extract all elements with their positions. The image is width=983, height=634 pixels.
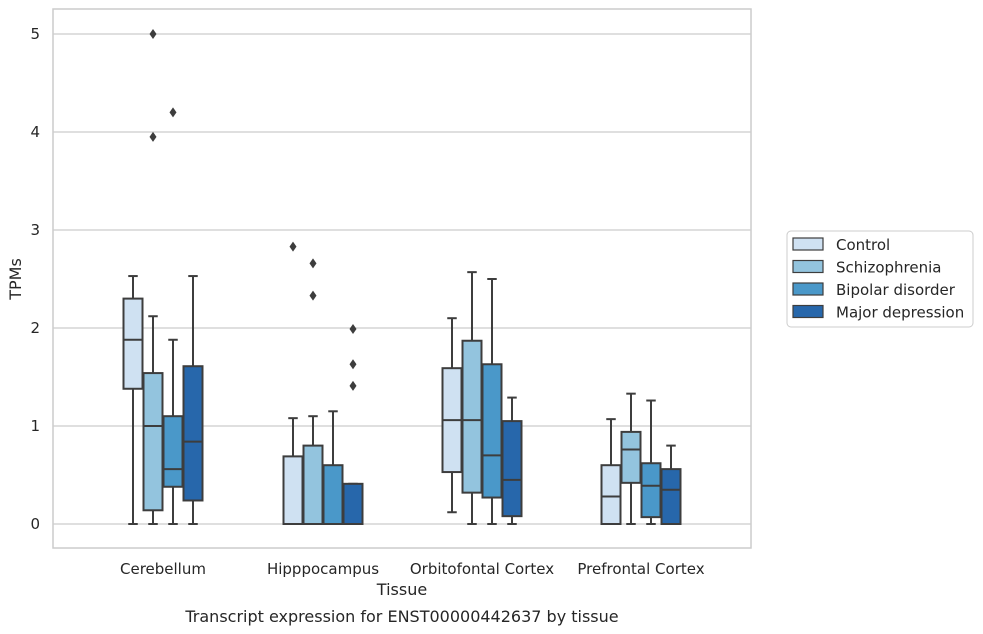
x-tick-label: Orbitofontal Cortex bbox=[410, 560, 554, 578]
box-iqr bbox=[461, 339, 483, 494]
plot-frame bbox=[52, 8, 752, 549]
box-iqr bbox=[322, 464, 344, 526]
box-control bbox=[282, 241, 304, 526]
outlier-marker bbox=[309, 290, 317, 301]
legend-swatch bbox=[792, 259, 824, 274]
box-schizophrenia bbox=[620, 392, 642, 525]
y-axis-ticks: 0 1 2 3 4 5 bbox=[30, 25, 40, 533]
box-series bbox=[122, 29, 682, 526]
box-iqr bbox=[640, 462, 662, 519]
legend-label: Bipolar disorder bbox=[836, 281, 956, 299]
box-iqr bbox=[342, 482, 364, 526]
box-iqr bbox=[182, 365, 204, 502]
box-major-depression bbox=[660, 444, 682, 525]
box-iqr bbox=[122, 297, 144, 390]
outlier-marker bbox=[349, 380, 357, 391]
y-tick-label: 2 bbox=[30, 319, 40, 337]
box-major-depression bbox=[342, 323, 364, 526]
x-tick-label: Prefrontal Cortex bbox=[577, 560, 704, 578]
box-major-depression bbox=[182, 275, 204, 525]
outlier-marker bbox=[169, 107, 177, 118]
box-control bbox=[441, 317, 463, 514]
box-control bbox=[122, 275, 144, 525]
legend-label: Control bbox=[836, 236, 890, 254]
box-iqr bbox=[620, 430, 642, 484]
box-schizophrenia bbox=[302, 258, 324, 526]
y-tick-label: 5 bbox=[30, 25, 40, 43]
box-iqr bbox=[142, 372, 164, 512]
box-iqr bbox=[600, 464, 622, 526]
box-schizophrenia bbox=[461, 271, 483, 525]
outlier-marker bbox=[149, 131, 157, 142]
box-iqr bbox=[162, 415, 184, 488]
box-iqr bbox=[501, 420, 523, 518]
legend-swatch bbox=[792, 304, 824, 319]
outlier-marker bbox=[149, 29, 157, 39]
box-control bbox=[600, 418, 622, 526]
outlier-marker bbox=[289, 241, 297, 252]
y-axis-title: TPMs bbox=[6, 258, 25, 301]
outlier-marker bbox=[309, 258, 317, 269]
legend: Control Schizophrenia Bipolar disorder Majo… bbox=[786, 230, 974, 328]
box-iqr bbox=[660, 468, 682, 525]
legend-label: Schizophrenia bbox=[836, 259, 941, 277]
y-tick-label: 1 bbox=[30, 417, 40, 435]
box-bipolar-disorder bbox=[322, 410, 344, 526]
y-tick-label: 4 bbox=[30, 123, 40, 141]
x-tick-label: Cerebellum bbox=[120, 560, 206, 578]
x-axis-ticks: Cerebellum Hipppocampus Orbitofontal Corte… bbox=[120, 560, 705, 578]
legend-swatch bbox=[792, 237, 824, 251]
x-axis-title: Tissue bbox=[376, 580, 427, 599]
legend-label: Major depression bbox=[836, 304, 964, 322]
outlier-marker bbox=[349, 323, 357, 334]
box-iqr bbox=[302, 444, 324, 526]
legend-frame bbox=[786, 230, 974, 328]
box-bipolar-disorder bbox=[162, 107, 184, 525]
box-iqr bbox=[282, 455, 304, 526]
box-major-depression bbox=[501, 396, 523, 525]
box-iqr bbox=[481, 363, 503, 499]
outlier-marker bbox=[349, 359, 357, 370]
x-tick-label: Hipppocampus bbox=[267, 560, 379, 578]
y-tick-label: 0 bbox=[30, 515, 40, 533]
chart-title: Transcript expression for ENST0000044263… bbox=[184, 607, 618, 626]
box-bipolar-disorder bbox=[640, 399, 662, 525]
y-tick-label: 3 bbox=[30, 221, 40, 239]
legend-swatch bbox=[792, 282, 824, 296]
